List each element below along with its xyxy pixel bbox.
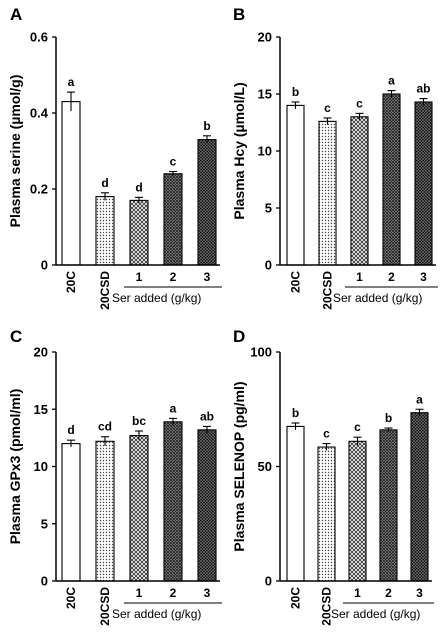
panel-c: C Plasma GPx3 (pmol/ml) 0 5 10 15 20 d 20C cd 20CS…	[7, 327, 222, 626]
category-label: 3	[416, 586, 423, 600]
panel-b: B Plasma Hcy (µmol/L) 0 5 10 15 20 b 20C c 20CSD c 1…	[231, 5, 438, 310]
bar-20c	[286, 425, 305, 582]
group-label: Ser added (g/kg)	[112, 607, 201, 621]
y-tick-label: 15	[258, 87, 272, 102]
y-tick-label: 20	[258, 30, 272, 45]
y-tick-label: 5	[265, 201, 272, 216]
category-label: 20CSD	[320, 587, 334, 626]
bar-20c	[286, 104, 305, 266]
category-label: 2	[170, 586, 177, 600]
significance-label: c	[170, 155, 177, 169]
bar-20csd	[95, 440, 115, 582]
category-label: 2	[388, 270, 395, 284]
bar-ser-3	[414, 101, 433, 266]
y-tick-label: 20	[34, 345, 48, 360]
significance-label: b	[292, 406, 299, 420]
y-tick-label: 15	[34, 402, 48, 417]
y-tick-label: 50	[258, 459, 272, 474]
group-label: Ser added (g/kg)	[331, 607, 420, 621]
panel-a: A Plasma serine (µmol/g) 0 0.2 0.4 0.6 a 20C d 20…	[7, 5, 222, 310]
bar-ser-2	[163, 421, 183, 582]
category-label: 20C	[289, 271, 303, 293]
category-label: 20C	[64, 587, 78, 609]
bar-ser-2	[163, 173, 183, 266]
significance-label: b	[385, 411, 392, 425]
bar-ser-3	[410, 412, 429, 582]
y-axis-label: Plasma GPx3 (pmol/ml)	[7, 389, 23, 545]
significance-label: c	[354, 420, 361, 434]
category-label: 20CSD	[98, 271, 112, 310]
bar-ser-2	[382, 93, 401, 266]
y-tick-label: 0.2	[30, 182, 48, 197]
significance-label: a	[416, 392, 423, 406]
significance-label: b	[292, 85, 299, 99]
y-axis-label: Plasma serine (µmol/g)	[7, 75, 23, 228]
category-label: 1	[136, 586, 143, 600]
bar-ser-1	[348, 440, 367, 582]
group-label: Ser added (g/kg)	[112, 291, 201, 305]
bar-ser-3	[197, 139, 217, 266]
category-label: 20C	[289, 587, 303, 609]
significance-label: b	[203, 119, 210, 133]
panel-letter-a: A	[10, 5, 22, 24]
y-tick-label: 10	[34, 459, 48, 474]
significance-label: ab	[416, 82, 430, 96]
significance-label: d	[101, 176, 108, 190]
category-label: 20CSD	[321, 271, 335, 310]
y-tick-label: 10	[258, 144, 272, 159]
significance-label: d	[135, 180, 142, 194]
y-tick-label: 0.6	[30, 30, 48, 45]
y-tick-label: 0	[265, 258, 272, 273]
bar-20csd	[95, 196, 115, 266]
y-axis-label: Plasma SELENOP (pg/ml)	[231, 381, 247, 551]
significance-label: bc	[132, 414, 146, 428]
panel-letter-c: C	[10, 327, 22, 346]
category-label: 1	[136, 270, 143, 284]
category-label: 20CSD	[98, 587, 112, 626]
y-tick-label: 0	[265, 574, 272, 589]
panel-d: D Plasma SELENOP (pg/ml) 0 50 100 b 20C c 20CSD c…	[231, 327, 434, 626]
panel-letter-d: D	[233, 327, 245, 346]
category-label: 3	[204, 586, 211, 600]
significance-label: c	[323, 427, 330, 441]
category-label: 1	[356, 270, 363, 284]
significance-label: ab	[200, 409, 214, 423]
bar-ser-1	[129, 199, 149, 266]
y-axis-label: Plasma Hcy (µmol/L)	[231, 82, 247, 219]
y-tick-label: 5	[41, 516, 48, 531]
significance-label: cd	[98, 420, 112, 434]
bar-20c	[61, 443, 81, 582]
significance-label: d	[67, 423, 74, 437]
bar-ser-2	[379, 429, 398, 582]
category-label: 3	[204, 270, 211, 284]
panel-letter-b: B	[233, 5, 245, 24]
significance-label: a	[68, 75, 75, 89]
bar-20csd	[317, 446, 336, 582]
category-label: 20C	[64, 271, 78, 293]
category-label: 2	[385, 586, 392, 600]
bar-20csd	[318, 120, 337, 266]
significance-label: a	[170, 401, 177, 415]
significance-label: c	[324, 101, 331, 115]
category-label: 2	[170, 270, 177, 284]
significance-label: a	[388, 74, 395, 88]
category-label: 1	[354, 586, 361, 600]
group-label: Ser added (g/kg)	[333, 291, 422, 305]
bar-20c	[61, 101, 81, 266]
y-tick-label: 0	[41, 258, 48, 273]
bar-ser-1	[129, 435, 149, 582]
bar-ser-3	[197, 429, 217, 582]
y-tick-label: 0.4	[30, 106, 49, 121]
y-tick-label: 0	[41, 574, 48, 589]
y-tick-label: 100	[250, 345, 272, 360]
category-label: 3	[420, 270, 427, 284]
bar-ser-1	[350, 116, 369, 266]
significance-label: c	[356, 96, 363, 110]
